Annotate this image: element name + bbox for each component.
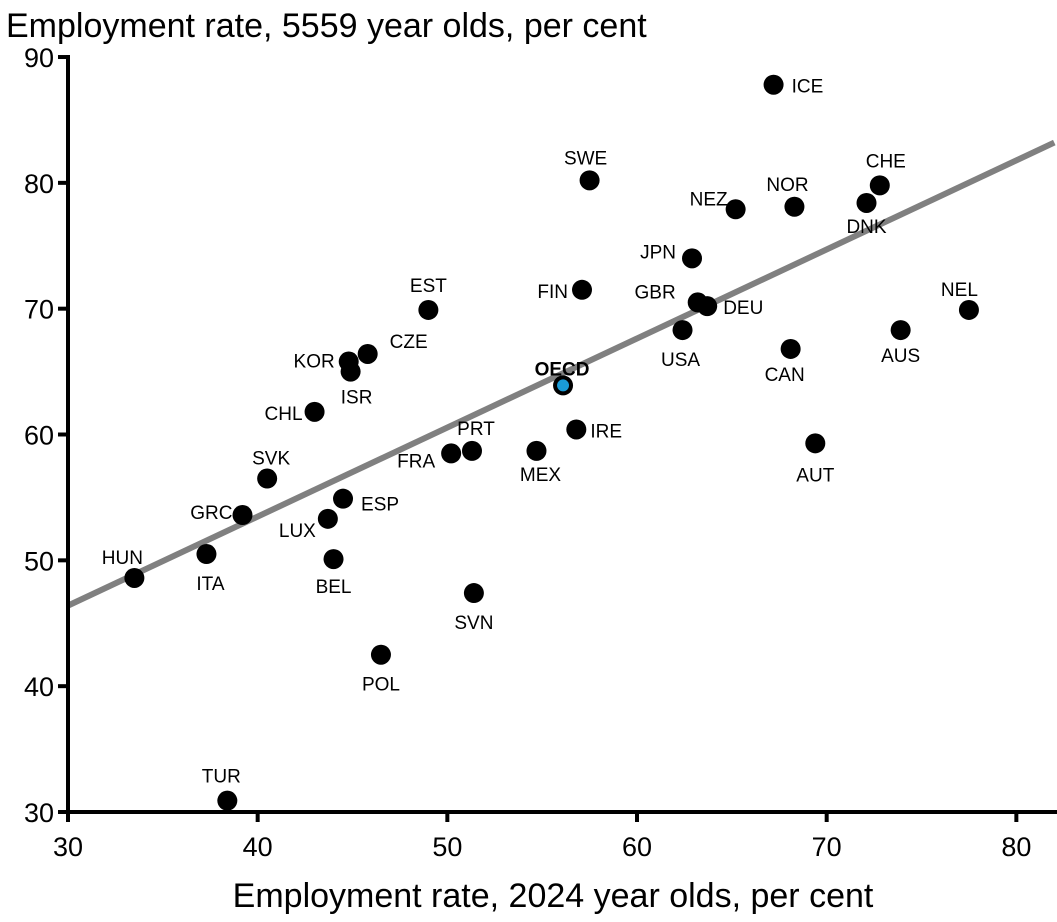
point-label-ice: ICE: [792, 77, 824, 98]
point-label-aus: AUS: [881, 346, 920, 367]
point-label-grc: GRC: [190, 503, 232, 524]
point-swe: [579, 170, 600, 191]
point-che: [869, 175, 890, 196]
x-axis-title: Employment rate, 2024 year olds, per cen…: [233, 877, 874, 915]
point-label-dnk: DNK: [846, 217, 886, 238]
point-label-ita: ITA: [196, 574, 224, 595]
point-mex: [526, 440, 547, 461]
point-label-est: EST: [410, 276, 447, 297]
point-label-pol: POL: [362, 675, 400, 696]
point-oecd-highlight: [557, 379, 570, 392]
point-dnk: [856, 192, 877, 213]
point-grc: [232, 505, 253, 526]
point-label-svn: SVN: [454, 613, 493, 634]
point-can: [780, 338, 801, 359]
point-label-mex: MEX: [520, 465, 562, 486]
point-label-bel: BEL: [316, 577, 352, 598]
point-nel: [958, 299, 979, 320]
point-isr: [340, 361, 361, 382]
point-nez: [725, 199, 746, 220]
x-tick-label: 40: [243, 832, 273, 862]
point-fra: [441, 443, 462, 464]
point-label-chl: CHL: [265, 404, 303, 425]
point-label-esp: ESP: [361, 495, 399, 516]
point-fin: [572, 279, 593, 300]
point-jpn: [682, 248, 703, 269]
point-label-fra: FRA: [397, 451, 435, 472]
point-label-aut: AUT: [796, 465, 834, 486]
point-label-prt: PRT: [457, 419, 495, 440]
y-tick-label: 30: [24, 798, 54, 828]
point-label-ire: IRE: [590, 421, 622, 442]
point-aut: [805, 433, 826, 454]
point-label-fin: FIN: [537, 282, 568, 303]
point-tur: [217, 790, 238, 811]
x-tick-label: 60: [622, 832, 652, 862]
y-axis-title: Employment rate, 5559 year olds, per cen…: [6, 7, 647, 45]
point-ire: [566, 419, 587, 440]
point-label-svk: SVK: [252, 449, 290, 470]
point-cze: [357, 343, 378, 364]
point-svn: [463, 583, 484, 604]
point-label-tur: TUR: [202, 767, 241, 788]
point-ita: [196, 544, 217, 565]
point-label-nor: NOR: [766, 175, 808, 196]
point-est: [418, 299, 439, 320]
point-label-gbr: GBR: [635, 282, 676, 303]
point-label-swe: SWE: [564, 148, 607, 169]
point-pol: [370, 644, 391, 665]
x-tick-label: 80: [1001, 832, 1031, 862]
point-prt: [461, 440, 482, 461]
point-label-isr: ISR: [341, 388, 373, 409]
point-label-oecd: OECD: [535, 359, 590, 380]
point-aus: [890, 320, 911, 341]
point-label-che: CHE: [866, 151, 906, 172]
y-tick-label: 60: [24, 421, 54, 451]
point-bel: [323, 549, 344, 570]
y-tick-label: 40: [24, 672, 54, 702]
point-chl: [304, 401, 325, 422]
point-lux: [317, 508, 338, 529]
point-hun: [124, 567, 145, 588]
y-tick-label: 80: [24, 169, 54, 199]
point-usa: [672, 320, 693, 341]
point-nor: [784, 196, 805, 217]
point-label-nez: NEZ: [690, 189, 728, 210]
point-label-usa: USA: [661, 350, 700, 371]
point-deu: [697, 296, 718, 317]
x-tick-label: 30: [53, 832, 83, 862]
point-svk: [257, 468, 278, 489]
y-tick-label: 50: [24, 546, 54, 576]
point-label-lux: LUX: [279, 521, 316, 542]
x-tick-label: 70: [812, 832, 842, 862]
point-label-cze: CZE: [390, 332, 428, 353]
trend-line: [66, 139, 1056, 609]
point-ice: [763, 74, 784, 95]
point-label-hun: HUN: [102, 548, 143, 569]
y-tick-label: 90: [24, 43, 54, 73]
point-label-can: CAN: [765, 365, 805, 386]
x-tick-label: 50: [432, 832, 462, 862]
point-label-kor: KOR: [294, 352, 335, 373]
point-label-deu: DEU: [723, 298, 763, 319]
point-label-jpn: JPN: [640, 242, 676, 263]
y-tick-label: 70: [24, 295, 54, 325]
point-label-nel: NEL: [941, 280, 978, 301]
point-esp: [333, 488, 354, 509]
